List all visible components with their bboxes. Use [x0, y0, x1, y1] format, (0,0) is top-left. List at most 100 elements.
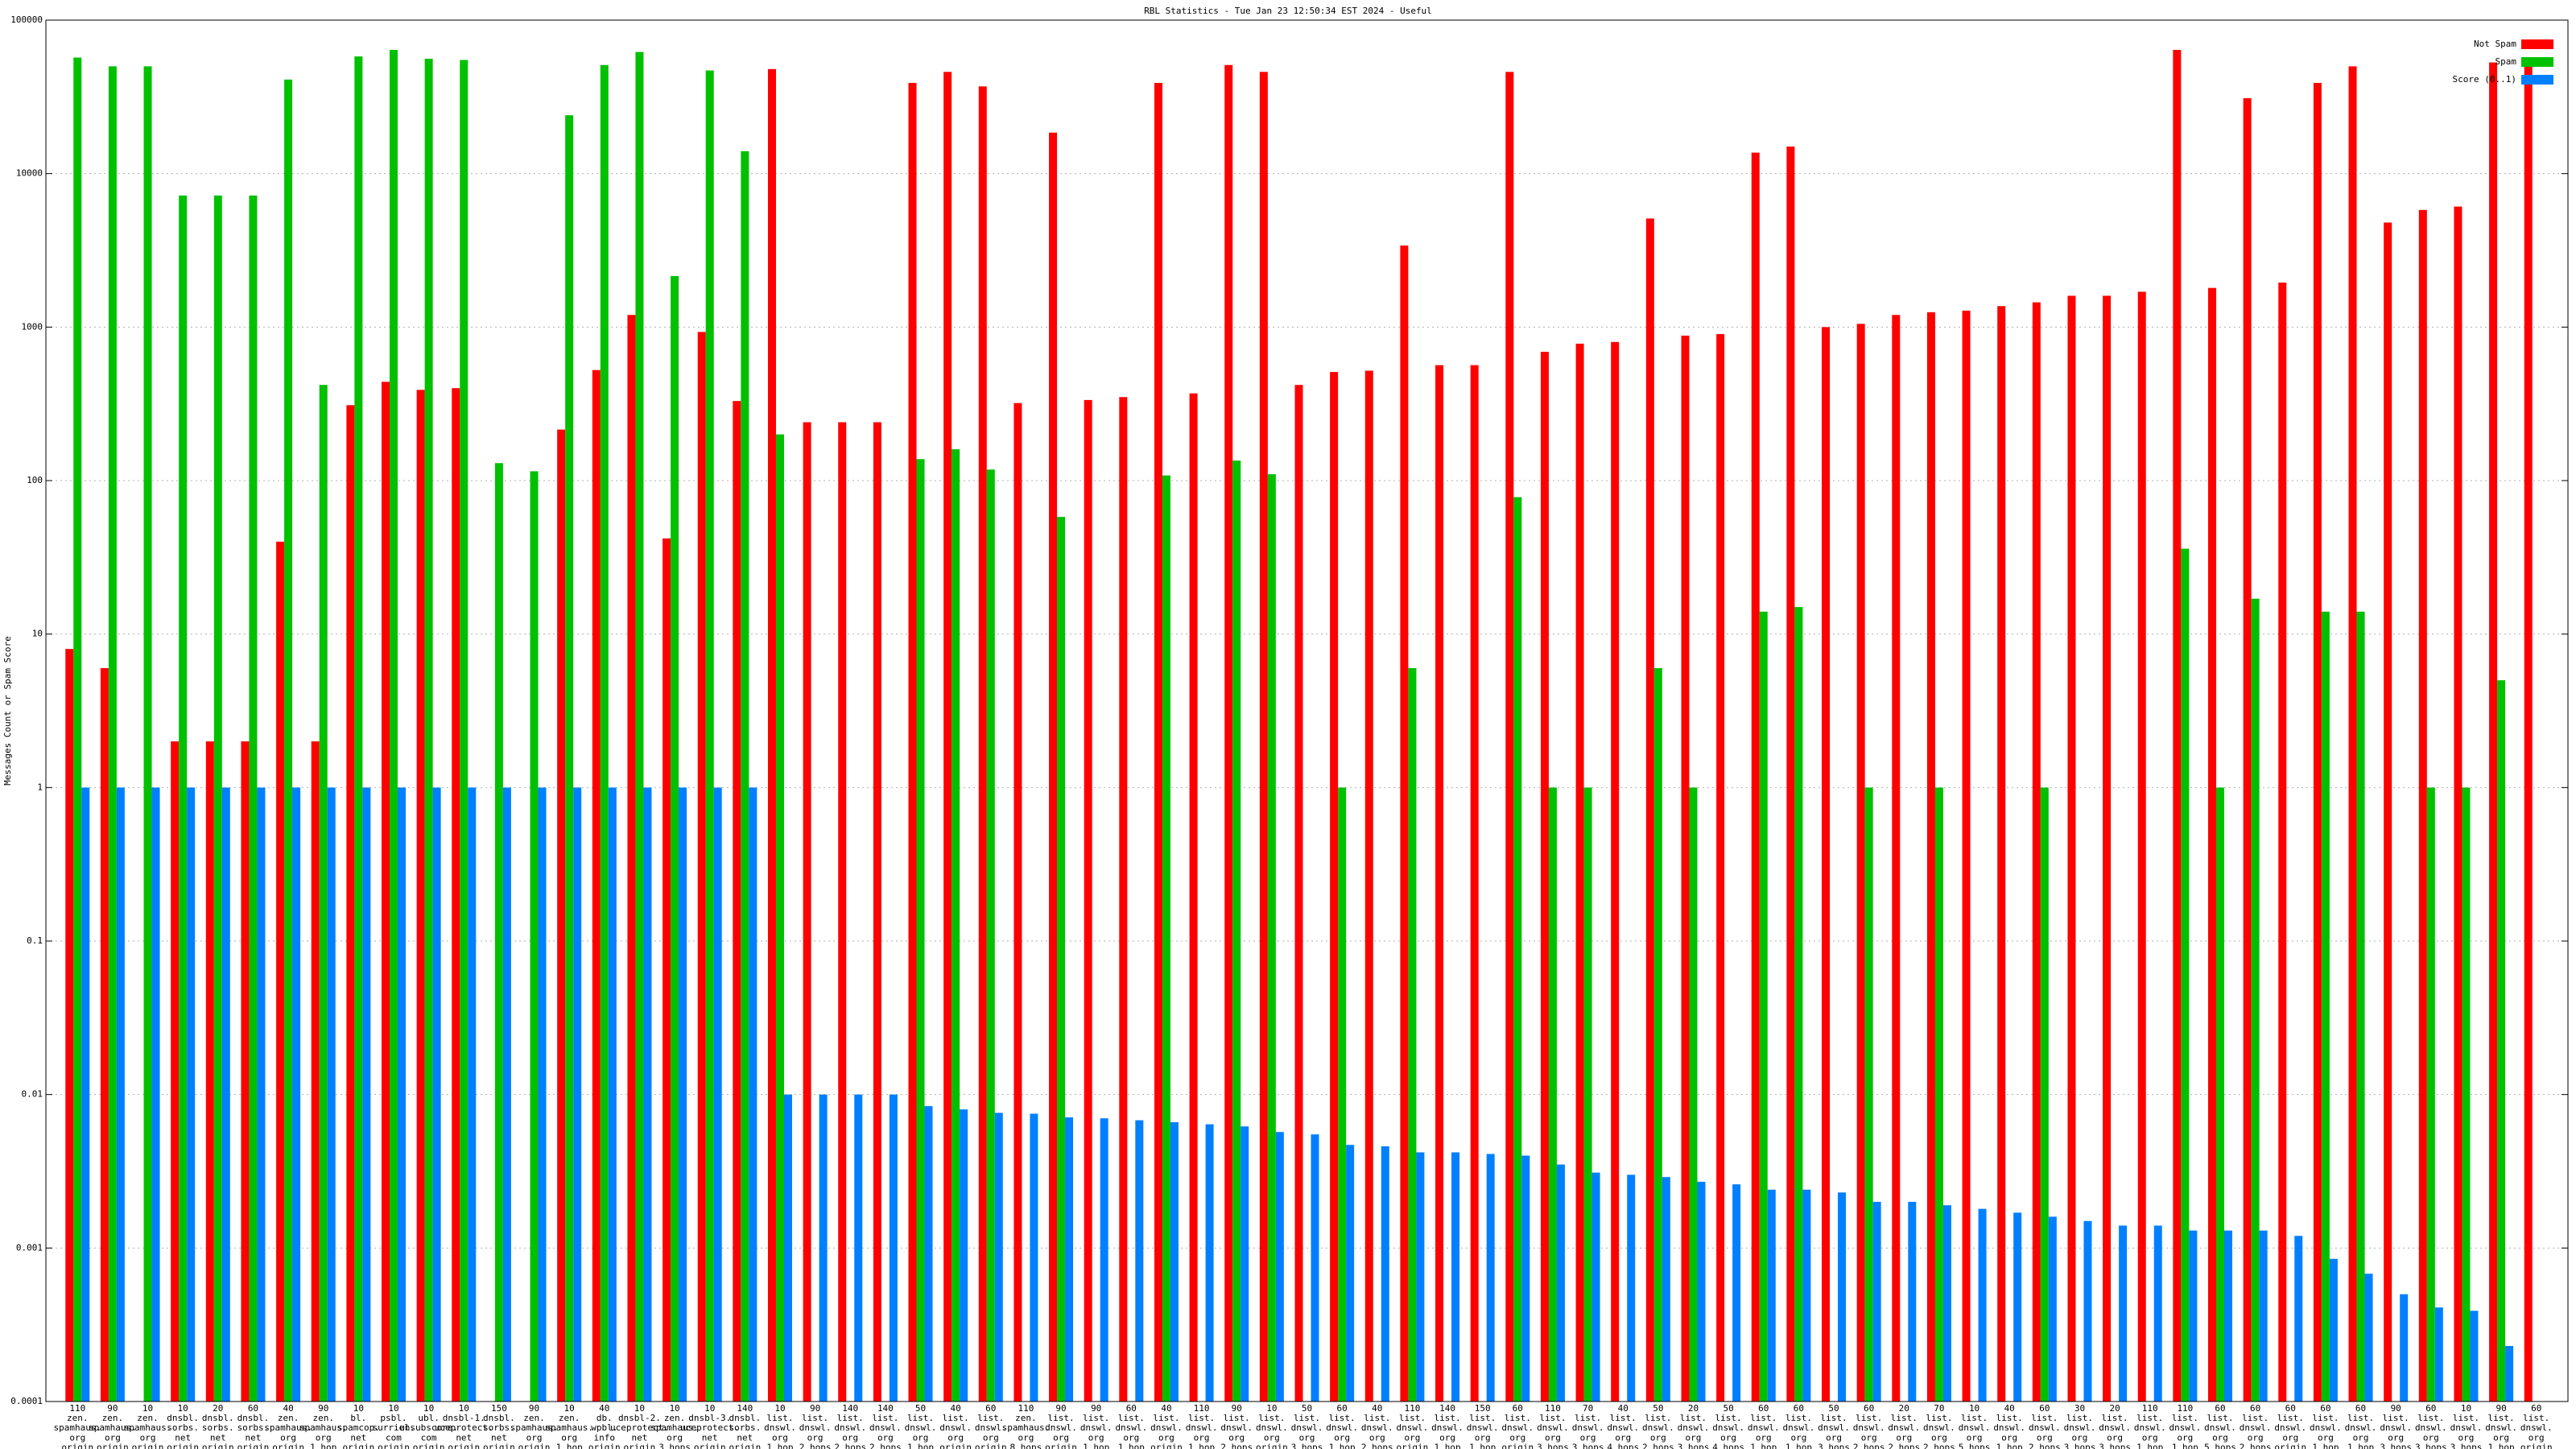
- bar: [311, 741, 320, 1402]
- x-tick-label: 10 dnsbl-1. uceprotect. net origin: [435, 1403, 493, 1449]
- x-tick-label: 70 list. dnswl. org 3 hops: [1572, 1403, 1604, 1449]
- bar: [2013, 1212, 2022, 1402]
- bar: [2243, 97, 2252, 1402]
- bar: [1681, 335, 1690, 1402]
- bar: [494, 463, 503, 1402]
- bar: [1232, 460, 1241, 1402]
- bar: [1364, 370, 1373, 1402]
- bar: [502, 787, 511, 1402]
- legend-swatch: [2521, 39, 2553, 49]
- bar: [1241, 1126, 1249, 1402]
- x-tick-label: 110 list. dnswl. org 1 hop: [2169, 1403, 2202, 1449]
- bar: [468, 787, 477, 1402]
- bar: [1540, 352, 1549, 1402]
- bar: [284, 79, 293, 1402]
- bar: [978, 86, 987, 1402]
- bar: [416, 390, 425, 1402]
- bar: [171, 741, 180, 1402]
- x-tick-label: 10 zen. spamhaus. org origin: [124, 1403, 172, 1449]
- bar: [671, 275, 679, 1402]
- bar: [1259, 72, 1268, 1402]
- bar: [713, 787, 722, 1402]
- bar: [1065, 1117, 1074, 1402]
- bar: [1408, 667, 1417, 1402]
- bar: [2032, 302, 2041, 1402]
- bar: [179, 195, 188, 1402]
- bar: [1575, 343, 1584, 1402]
- bar: [432, 787, 441, 1402]
- bar: [65, 649, 74, 1402]
- bar: [608, 787, 617, 1402]
- bar: [2434, 1307, 2443, 1402]
- bar: [679, 787, 687, 1402]
- bar: [389, 49, 398, 1402]
- legend-swatch: [2521, 57, 2553, 67]
- bar: [783, 1094, 792, 1402]
- bar: [187, 787, 196, 1402]
- bar: [1767, 1189, 1776, 1402]
- x-tick-label: 50 list. dnswl. org 3 hops: [1291, 1403, 1323, 1449]
- legend-label: Score (0..1): [2453, 74, 2516, 85]
- bar: [2321, 611, 2330, 1402]
- bar: [1470, 365, 1479, 1402]
- bar: [73, 57, 82, 1402]
- bar: [2208, 287, 2217, 1402]
- x-tick-label: 50 list. dnswl. org 4 hops: [1712, 1403, 1744, 1449]
- bar: [573, 787, 582, 1402]
- bar: [663, 538, 671, 1402]
- bar: [381, 382, 390, 1402]
- bar: [908, 82, 917, 1402]
- x-tick-label: 140 list. dnswl. org 2 hops: [869, 1403, 902, 1449]
- bar: [1224, 64, 1233, 1402]
- bar: [2278, 283, 2287, 1402]
- x-tick-label: 110 zen. spamhaus. org origin: [53, 1403, 101, 1449]
- bar: [1864, 787, 1873, 1402]
- bar: [2040, 787, 2049, 1402]
- bar: [1802, 1189, 1811, 1402]
- x-tick-label: 140 list. dnswl. org 1 hop: [1431, 1403, 1463, 1449]
- bar: [2083, 1220, 2092, 1402]
- bar: [1794, 607, 1803, 1402]
- x-tick-label: 150 dnsbl. sorbs. net origin: [483, 1403, 515, 1449]
- bar: [1275, 1132, 1284, 1402]
- bar: [460, 60, 469, 1402]
- y-tick-label: 100: [27, 475, 43, 485]
- x-tick-label: 10 psbl. surriel. com origin: [372, 1403, 415, 1449]
- bar: [1505, 72, 1514, 1402]
- x-tick-label: 60 list. dnswl. org 3 hops: [2415, 1403, 2447, 1449]
- bar: [1732, 1184, 1741, 1402]
- bar: [1872, 1201, 1881, 1402]
- bar: [924, 1106, 933, 1402]
- bar: [538, 787, 547, 1402]
- x-tick-label: 110 list. dnswl. org 3 hops: [1537, 1403, 1569, 1449]
- bar: [1330, 372, 1339, 1402]
- x-tick-label: 60 list. dnswl. org 1 hop: [1783, 1403, 1815, 1449]
- x-tick-label: 90 list. dnswl. org 2 hops: [799, 1403, 832, 1449]
- x-tick-label: 60 list. dnswl. org 2 hops: [1853, 1403, 1885, 1449]
- legend-label: Spam: [2496, 56, 2517, 67]
- x-tick-label: 20 list. dnswl. org 3 hops: [1678, 1403, 1710, 1449]
- x-tick-label: 60 list. dnswl. org 1 hop: [2310, 1403, 2342, 1449]
- y-tick-label: 1: [37, 782, 43, 792]
- bar: [1591, 1172, 1600, 1402]
- bar: [424, 59, 433, 1402]
- x-tick-label: 10 zen. spamhaus. org 3 hops: [650, 1403, 699, 1449]
- y-axis-label: Messages Count or Spam Score: [2, 636, 13, 785]
- x-tick-label: 10 zen. spamhaus. org 1 hop: [545, 1403, 593, 1449]
- x-tick-label: 10 list. dnswl. org 3 hops: [2450, 1403, 2483, 1449]
- bar: [116, 787, 125, 1402]
- bar: [2048, 1216, 2057, 1402]
- x-tick-label: 10 dnsbl-2. uceprotect. net origin: [610, 1403, 669, 1449]
- bar: [565, 115, 574, 1402]
- x-tick-label: 30 list. dnswl. org 3 hops: [2064, 1403, 2096, 1449]
- bar: [1978, 1208, 1987, 1402]
- bar: [1786, 147, 1795, 1402]
- bar: [986, 469, 995, 1402]
- bar: [327, 787, 336, 1402]
- x-tick-label: 150 list. dnswl. org 1 hop: [1467, 1403, 1499, 1449]
- x-tick-label: 20 dnsbl. sorbs. net origin: [202, 1403, 234, 1449]
- x-tick-label: 90 list. dnswl. org 3 hops: [2380, 1403, 2412, 1449]
- bar: [592, 369, 601, 1402]
- x-tick-label: 60 list. dnswl. org 1 hop: [1326, 1403, 1358, 1449]
- x-tick-label: 50 list. dnswl. org 2 hops: [1642, 1403, 1674, 1449]
